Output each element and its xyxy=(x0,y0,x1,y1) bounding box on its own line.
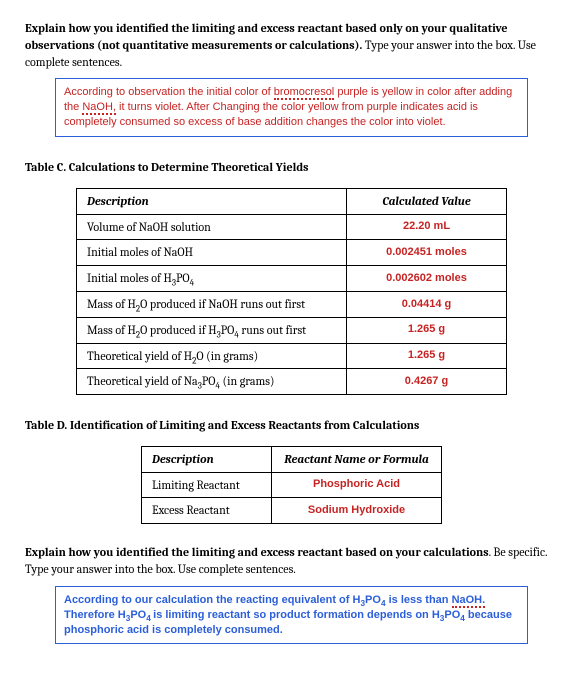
ans2-l2d: PO xyxy=(444,609,460,621)
ans2-l1b: PO xyxy=(365,594,381,606)
tc-val: 22.20 mL xyxy=(347,214,507,240)
ans2-l2b: PO xyxy=(130,609,146,621)
tc-desc: Theoretical yield of H2O (in grams) xyxy=(77,343,347,369)
q2-bold: Explain how you identified the limiting … xyxy=(25,545,489,559)
tabled-title: Table D. Identification of Limiting and … xyxy=(25,417,558,434)
table-c: Description Calculated Value Volume of N… xyxy=(76,188,507,395)
tc-desc: Initial moles of H3PO4 xyxy=(77,266,347,292)
td-desc: Limiting Reactant xyxy=(142,472,272,498)
answer2-box: According to our calculation the reactin… xyxy=(55,586,528,645)
table-row: Initial moles of H3PO4 0.002602 moles xyxy=(77,266,507,292)
table-row: Limiting Reactant Phosphoric Acid xyxy=(142,472,442,498)
ans2-l2a: Therefore H xyxy=(64,609,126,621)
table-row: Volume of NaOH solution 22.20 mL xyxy=(77,214,507,240)
tc-desc: Mass of H2O produced if NaOH runs out fi… xyxy=(77,291,347,317)
ans2-spell: NaOH. xyxy=(452,594,486,608)
table-row: Description Reactant Name or Formula xyxy=(142,446,442,472)
table-row: Initial moles of NaOH 0.002451 moles xyxy=(77,240,507,266)
table-row: Theoretical yield of Na3PO4 (in grams) 0… xyxy=(77,369,507,395)
answer1-box: According to observation the initial col… xyxy=(55,78,528,137)
tc-desc: Theoretical yield of Na3PO4 (in grams) xyxy=(77,369,347,395)
table-row: Mass of H2O produced if H3PO4 runs out f… xyxy=(77,317,507,343)
tc-head-val: Calculated Value xyxy=(347,188,507,214)
ans1-spell2: NaOH, xyxy=(82,101,116,115)
tc-val: 0.4267 g xyxy=(347,369,507,395)
question1-prompt: Explain how you identified the limiting … xyxy=(25,20,558,70)
table-row: Excess Reactant Sodium Hydroxide xyxy=(142,498,442,524)
tc-val: 1.265 g xyxy=(347,343,507,369)
tc-val: 0.002451 moles xyxy=(347,240,507,266)
ans1-spell1: bromocresol xyxy=(274,86,335,100)
tc-val: 1.265 g xyxy=(347,317,507,343)
tc-desc: Initial moles of NaOH xyxy=(77,240,347,266)
td-val: Phosphoric Acid xyxy=(272,472,442,498)
table-d: Description Reactant Name or Formula Lim… xyxy=(141,446,442,524)
table-row: Theoretical yield of H2O (in grams) 1.26… xyxy=(77,343,507,369)
ans2-l1c: is less than xyxy=(386,594,452,606)
table-row: Mass of H2O produced if NaOH runs out fi… xyxy=(77,291,507,317)
question2-prompt: Explain how you identified the limiting … xyxy=(25,544,558,578)
td-head-val: Reactant Name or Formula xyxy=(272,446,442,472)
ans1-p1a: According to observation the initial col… xyxy=(64,86,274,98)
tc-desc: Volume of NaOH solution xyxy=(77,214,347,240)
tc-desc: Mass of H2O produced if H3PO4 runs out f… xyxy=(77,317,347,343)
ans2-l1a: According to our calculation the reactin… xyxy=(64,594,360,606)
ans1-p1c: it turns violet. After Changing the colo… xyxy=(64,101,478,128)
td-desc: Excess Reactant xyxy=(142,498,272,524)
td-head-desc: Description xyxy=(142,446,272,472)
table-row: Description Calculated Value xyxy=(77,188,507,214)
tc-val: 0.002602 moles xyxy=(347,266,507,292)
ans2-l2c: is limiting reactant so product formatio… xyxy=(153,609,440,621)
td-val: Sodium Hydroxide xyxy=(272,498,442,524)
tc-val: 0.04414 g xyxy=(347,291,507,317)
tc-head-desc: Description xyxy=(77,188,347,214)
tablec-title: Table C. Calculations to Determine Theor… xyxy=(25,159,558,176)
